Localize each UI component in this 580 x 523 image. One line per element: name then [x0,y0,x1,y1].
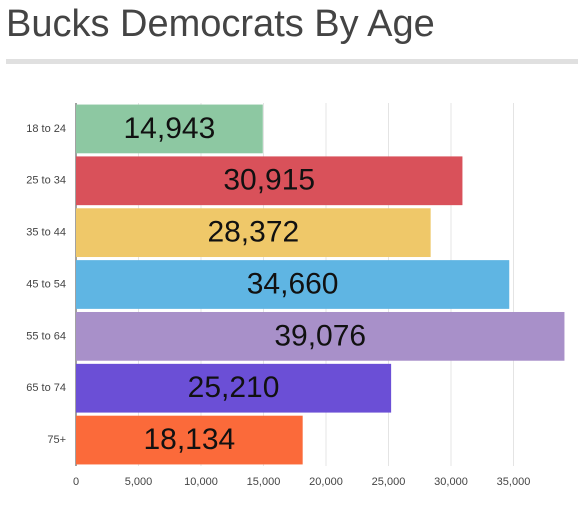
value-label: 18,134 [143,423,235,456]
x-tick-label: 20,000 [309,476,343,488]
bar [76,363,392,413]
bar [76,260,510,309]
bar [76,156,463,206]
value-label: 25,210 [188,371,280,404]
x-tick-label: 25,000 [372,476,406,488]
y-tick-label: 45 to 54 [26,278,66,290]
y-tick-label: 65 to 74 [26,382,66,394]
chart-title: Bucks Democrats By Age [6,3,435,45]
bar [76,208,431,258]
x-tick-label: 0 [73,476,79,488]
x-tick-label: 15,000 [247,476,281,488]
y-tick-label: 55 to 64 [26,330,66,342]
value-label: 30,915 [223,164,315,197]
y-tick-label: 35 to 44 [26,227,66,239]
value-label: 28,372 [207,216,299,249]
y-tick-label: 25 to 34 [26,175,66,187]
x-tick-label: 10,000 [184,476,218,488]
value-label: 39,076 [274,319,366,352]
y-tick-label: 18 to 24 [26,123,66,135]
y-tick-label: 75+ [47,434,66,446]
bar [76,104,263,154]
x-tick-label: 30,000 [434,476,468,488]
x-tick-label: 35,000 [497,476,531,488]
bar [76,415,303,465]
value-label: 34,660 [247,267,339,300]
x-tick-label: 5,000 [125,476,153,488]
title-rule [6,59,578,64]
value-label: 14,943 [124,112,216,145]
bar [76,311,565,361]
